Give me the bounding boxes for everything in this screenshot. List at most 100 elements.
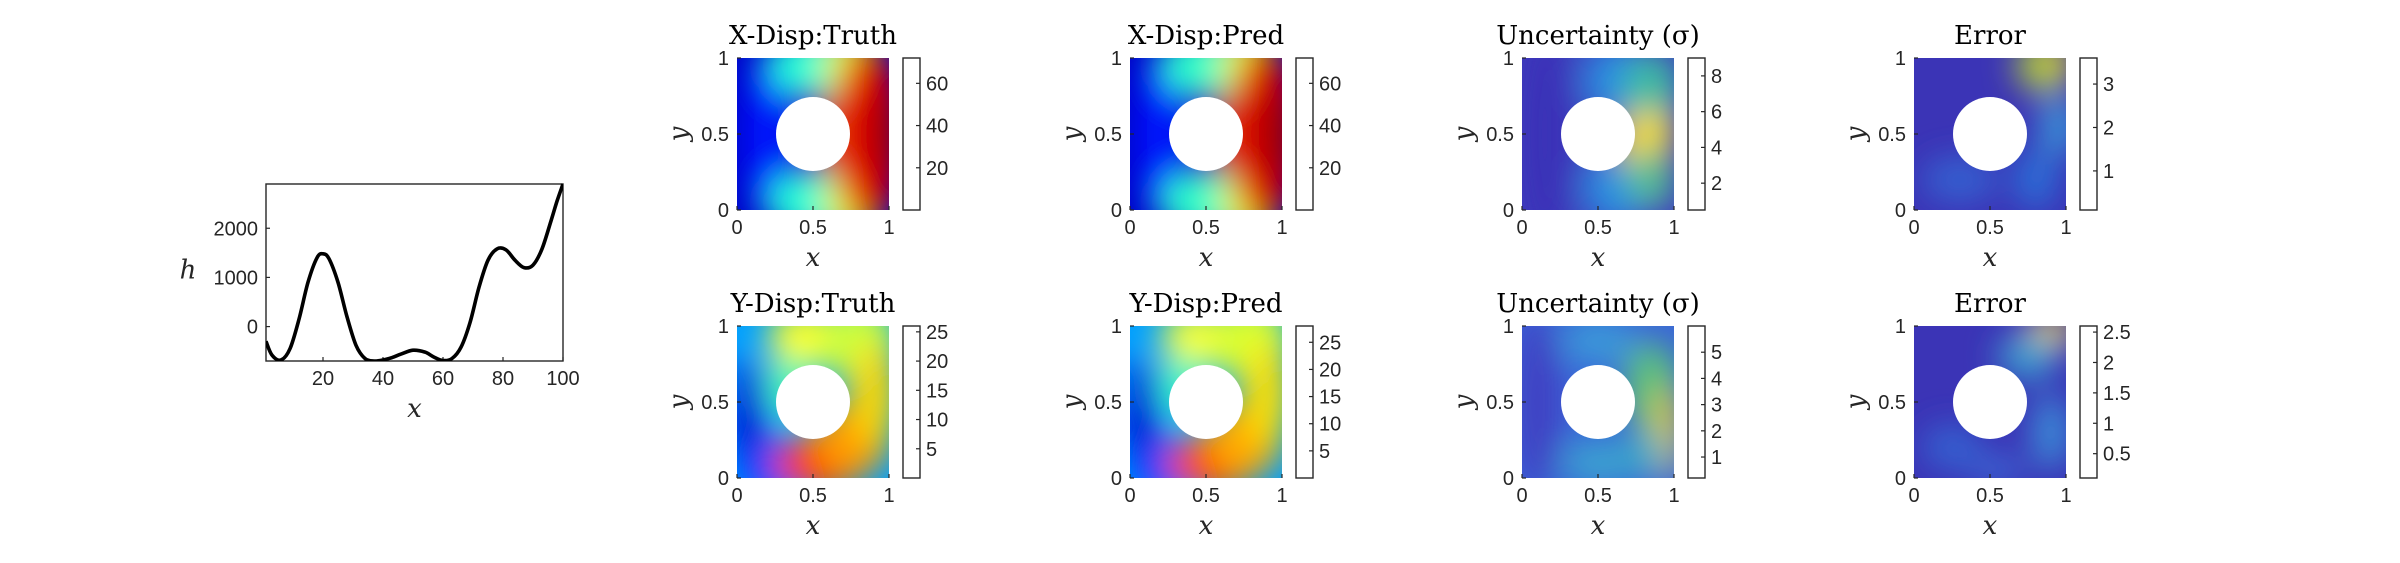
hole xyxy=(1561,365,1635,439)
y-tick-label: 0.5 xyxy=(1878,392,1906,414)
y-axis-label: y xyxy=(1057,394,1087,410)
field-blob xyxy=(1997,333,2059,380)
field-blob xyxy=(1560,326,1636,364)
y-axis-label: h xyxy=(180,256,197,286)
colorbar xyxy=(1688,326,1705,478)
colorbar-tick-label: 4 xyxy=(1711,137,1722,159)
colorbar-frame xyxy=(1295,325,1314,479)
y-tick-label: 0.5 xyxy=(1094,124,1122,146)
colorbar xyxy=(2080,58,2097,210)
colorbar-tick-label: 1 xyxy=(2103,413,2114,435)
x-tick-label: 0 xyxy=(1908,485,1919,507)
panel-title: Uncertainty (σ) xyxy=(1496,289,1699,319)
colorbar-frame xyxy=(902,325,921,479)
panel-8: 0 0.5 1 0 0.5 1 x y Error 0.5 1 1.5 2 2.5 xyxy=(1841,289,2131,541)
field-blob xyxy=(2014,149,2057,210)
y-tick-label: 1 xyxy=(1111,316,1122,338)
x-axis-label: x xyxy=(1983,511,1998,541)
field-blob xyxy=(1970,458,2025,478)
colorbar-tick-label: 60 xyxy=(1319,73,1341,95)
field-blob xyxy=(869,88,889,180)
x-tick-label: 0.5 xyxy=(799,217,827,239)
y-tick-label: 1 xyxy=(718,48,729,70)
colorbar xyxy=(1296,326,1313,478)
x-tick-label: 80 xyxy=(492,368,514,390)
x-axis-label: x xyxy=(806,511,821,541)
colorbar-tick-label: 2 xyxy=(2103,117,2114,139)
x-tick-label: 0.5 xyxy=(799,485,827,507)
panel-title: Error xyxy=(1954,21,2026,51)
y-axis-label: y xyxy=(664,126,694,142)
field-blob xyxy=(743,58,792,210)
colorbar-frame xyxy=(1295,57,1314,211)
colorbar-tick-label: 5 xyxy=(1319,441,1330,463)
panel-title: X-Disp:Pred xyxy=(1128,21,1284,51)
colorbar-tick-label: 25 xyxy=(1319,332,1341,354)
colorbar-tick-label: 20 xyxy=(926,158,948,180)
colorbar-tick-label: 25 xyxy=(926,322,948,344)
colorbar-tick-label: 5 xyxy=(926,439,937,461)
field xyxy=(1522,326,1674,478)
x-tick-label: 40 xyxy=(372,368,394,390)
hole xyxy=(1169,365,1243,439)
colorbar xyxy=(903,58,920,210)
colorbar-frame xyxy=(2079,325,2098,479)
y-tick-label: 0 xyxy=(718,200,729,222)
field xyxy=(1914,58,2066,210)
x-axis-label: x xyxy=(1591,243,1606,273)
x-axis-label: x xyxy=(1199,511,1214,541)
hole xyxy=(1953,365,2027,439)
field-blob xyxy=(1620,432,1667,478)
panel-1: 0 0.5 1 0 0.5 1 x y X-Disp:Truth 20 40 60 xyxy=(664,21,948,273)
y-tick-label: 0.5 xyxy=(1094,392,1122,414)
y-tick-label: 0 xyxy=(1111,200,1122,222)
series-line xyxy=(266,183,563,361)
colorbar-tick-label: 5 xyxy=(1711,342,1722,364)
hole xyxy=(1953,97,2027,171)
field-blob xyxy=(1643,111,1674,157)
colorbar xyxy=(1296,58,1313,210)
field-blob xyxy=(834,58,889,210)
field-blobs xyxy=(737,326,889,478)
field-blob xyxy=(1262,88,1282,180)
x-tick-label: 0 xyxy=(1516,217,1527,239)
x-tick-label: 1 xyxy=(883,217,894,239)
y-tick-label: 1000 xyxy=(214,267,259,289)
colorbar-tick-label: 2 xyxy=(2103,352,2114,374)
x-axis-label: x xyxy=(1591,511,1606,541)
y-tick-label: 0.5 xyxy=(1486,124,1514,146)
colorbar-tick-label: 4 xyxy=(1711,368,1722,390)
y-tick-label: 0 xyxy=(1895,468,1906,490)
panel-title: Error xyxy=(1954,289,2026,319)
colorbar-tick-label: 2 xyxy=(1711,173,1722,195)
hole xyxy=(1561,97,1635,171)
colorbar-tick-label: 0.5 xyxy=(2103,444,2131,466)
y-axis-label: y xyxy=(1449,394,1479,410)
colorbar-tick-label: 20 xyxy=(1319,359,1341,381)
hole xyxy=(776,365,850,439)
colorbar-tick-label: 1 xyxy=(2103,161,2114,183)
hole xyxy=(1169,97,1243,171)
x-tick-label: 0 xyxy=(731,485,742,507)
field xyxy=(1914,326,2066,478)
y-axis-label: y xyxy=(664,394,694,410)
field-blobs xyxy=(1522,326,1674,478)
y-tick-label: 1 xyxy=(1503,48,1514,70)
colorbar xyxy=(1688,58,1705,210)
colorbar-tick-label: 3 xyxy=(2103,74,2114,96)
field-blob xyxy=(851,341,889,448)
field-blobs xyxy=(1921,326,2066,478)
x-tick-label: 60 xyxy=(432,368,454,390)
colorbar-frame xyxy=(2079,57,2098,211)
panel-title: X-Disp:Truth xyxy=(729,21,897,51)
colorbar-frame xyxy=(1687,57,1706,211)
x-tick-label: 0 xyxy=(1516,485,1527,507)
x-tick-label: 0.5 xyxy=(1976,217,2004,239)
colorbar-tick-label: 3 xyxy=(1711,395,1722,417)
x-tick-label: 1 xyxy=(1276,485,1287,507)
field-blob xyxy=(1560,440,1636,478)
panel-title: Uncertainty (σ) xyxy=(1496,21,1699,51)
panel-3: 0 0.5 1 0 0.5 1 x y Uncertainty (σ) 2 4 6 8 xyxy=(1449,21,1722,273)
x-tick-label: 1 xyxy=(2060,485,2071,507)
